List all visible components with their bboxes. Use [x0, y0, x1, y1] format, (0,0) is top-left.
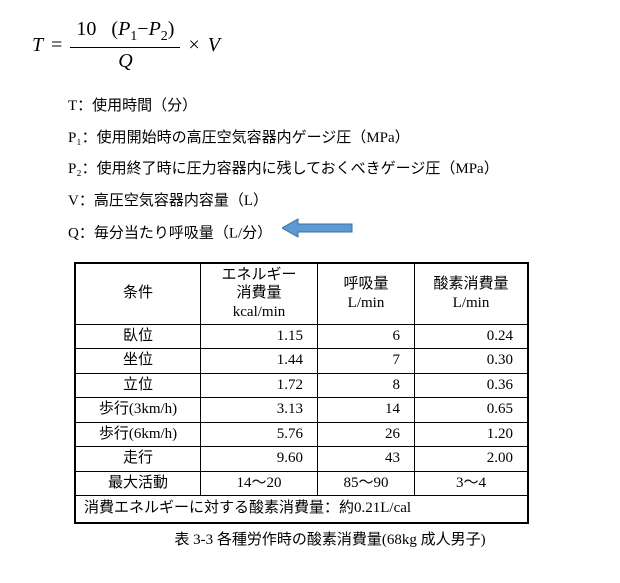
- cell-name: 立位: [75, 373, 201, 398]
- cell-name: 歩行(6km/h): [75, 422, 201, 447]
- num-10: 10: [76, 18, 96, 40]
- cell-oxy: 0.65: [415, 398, 529, 423]
- cell-name: 走行: [75, 447, 201, 472]
- formula: T = 10 (P1−P2) Q × V: [32, 18, 606, 73]
- formula-rhs: V: [208, 34, 220, 57]
- formula-fraction: 10 (P1−P2) Q: [70, 18, 180, 73]
- hdr-energy-l3: kcal/min: [209, 303, 309, 322]
- table-caption: 表 3-3 各種労作時の酸素消費量(68kg 成人男子): [54, 528, 606, 549]
- hdr-oxy-l2: L/min: [423, 294, 519, 313]
- num-p2: P: [149, 18, 161, 40]
- cell-energy: 1.72: [201, 373, 318, 398]
- table-row: 立位1.7280.36: [75, 373, 528, 398]
- hdr-breath-l2: L/min: [326, 294, 406, 313]
- cell-energy: 5.76: [201, 422, 318, 447]
- cell-breath: 85～90: [318, 471, 415, 496]
- cell-oxy: 0.30: [415, 349, 529, 374]
- num-p1: P: [118, 18, 130, 40]
- table-row: 最大活動14～2085～903～4: [75, 471, 528, 496]
- hdr-cond: 条件: [75, 263, 201, 325]
- cell-breath: 14: [318, 398, 415, 423]
- cell-breath: 43: [318, 447, 415, 472]
- cell-name: 坐位: [75, 349, 201, 374]
- cell-oxy: 0.36: [415, 373, 529, 398]
- table-body: 臥位1.1560.24坐位1.4470.30立位1.7280.36歩行(3km/…: [75, 324, 528, 496]
- cell-energy: 3.13: [201, 398, 318, 423]
- cell-name: 最大活動: [75, 471, 201, 496]
- def-v: V：高圧空気容器内容量（L）: [68, 186, 606, 218]
- arrow-icon: [282, 217, 356, 252]
- def-p2: P₂：使用終了時に圧力容器内に残しておくべきゲージ圧（MPa）: [68, 154, 606, 186]
- def-q: Q：毎分当たり呼吸量（L/分）: [68, 217, 606, 252]
- table-row: 走行9.60432.00: [75, 447, 528, 472]
- hdr-energy: エネルギー 消費量 kcal/min: [201, 263, 318, 325]
- cell-name: 歩行(3km/h): [75, 398, 201, 423]
- cell-breath: 8: [318, 373, 415, 398]
- cell-oxy: 3～4: [415, 471, 529, 496]
- cell-energy: 1.15: [201, 324, 318, 349]
- formula-lhs: T: [32, 34, 43, 57]
- hdr-breath-l1: 呼吸量: [326, 275, 406, 294]
- cell-breath: 7: [318, 349, 415, 374]
- cell-energy: 1.44: [201, 349, 318, 374]
- cell-name: 臥位: [75, 324, 201, 349]
- table-wrap: 条件 エネルギー 消費量 kcal/min 呼吸量 L/min 酸素消費量 L/…: [74, 262, 606, 524]
- table-header-row: 条件 エネルギー 消費量 kcal/min 呼吸量 L/min 酸素消費量 L/…: [75, 263, 528, 325]
- table-row: 歩行(6km/h)5.76261.20: [75, 422, 528, 447]
- formula-numerator: 10 (P1−P2): [70, 18, 180, 48]
- hdr-oxy: 酸素消費量 L/min: [415, 263, 529, 325]
- num-p2s: 2: [161, 29, 168, 44]
- num-close: ): [168, 18, 175, 40]
- cell-oxy: 2.00: [415, 447, 529, 472]
- table-footer: 消費エネルギーに対する酸素消費量：約0.21L/cal: [75, 496, 528, 523]
- hdr-breath: 呼吸量 L/min: [318, 263, 415, 325]
- hdr-oxy-l1: 酸素消費量: [423, 275, 519, 294]
- cell-energy: 9.60: [201, 447, 318, 472]
- def-t: T：使用時間（分）: [68, 91, 606, 123]
- cell-breath: 6: [318, 324, 415, 349]
- cell-oxy: 1.20: [415, 422, 529, 447]
- cell-energy: 14～20: [201, 471, 318, 496]
- cell-breath: 26: [318, 422, 415, 447]
- definitions: T：使用時間（分） P₁：使用開始時の高圧空気容器内ゲージ圧（MPa） P₂：使…: [68, 91, 606, 252]
- hdr-energy-l2: 消費量: [209, 284, 309, 303]
- table-footer-row: 消費エネルギーに対する酸素消費量：約0.21L/cal: [75, 496, 528, 523]
- def-q-text: Q：毎分当たり呼吸量（L/分）: [68, 226, 272, 242]
- table-row: 歩行(3km/h)3.13140.65: [75, 398, 528, 423]
- hdr-energy-l1: エネルギー: [209, 266, 309, 285]
- def-p1: P₁：使用開始時の高圧空気容器内ゲージ圧（MPa）: [68, 123, 606, 155]
- formula-eq: =: [51, 34, 62, 57]
- table-row: 坐位1.4470.30: [75, 349, 528, 374]
- oxygen-table: 条件 エネルギー 消費量 kcal/min 呼吸量 L/min 酸素消費量 L/…: [74, 262, 529, 524]
- formula-denominator: Q: [118, 48, 132, 73]
- table-row: 臥位1.1560.24: [75, 324, 528, 349]
- formula-mult: ×: [188, 34, 199, 57]
- num-minus: −: [137, 18, 148, 40]
- cell-oxy: 0.24: [415, 324, 529, 349]
